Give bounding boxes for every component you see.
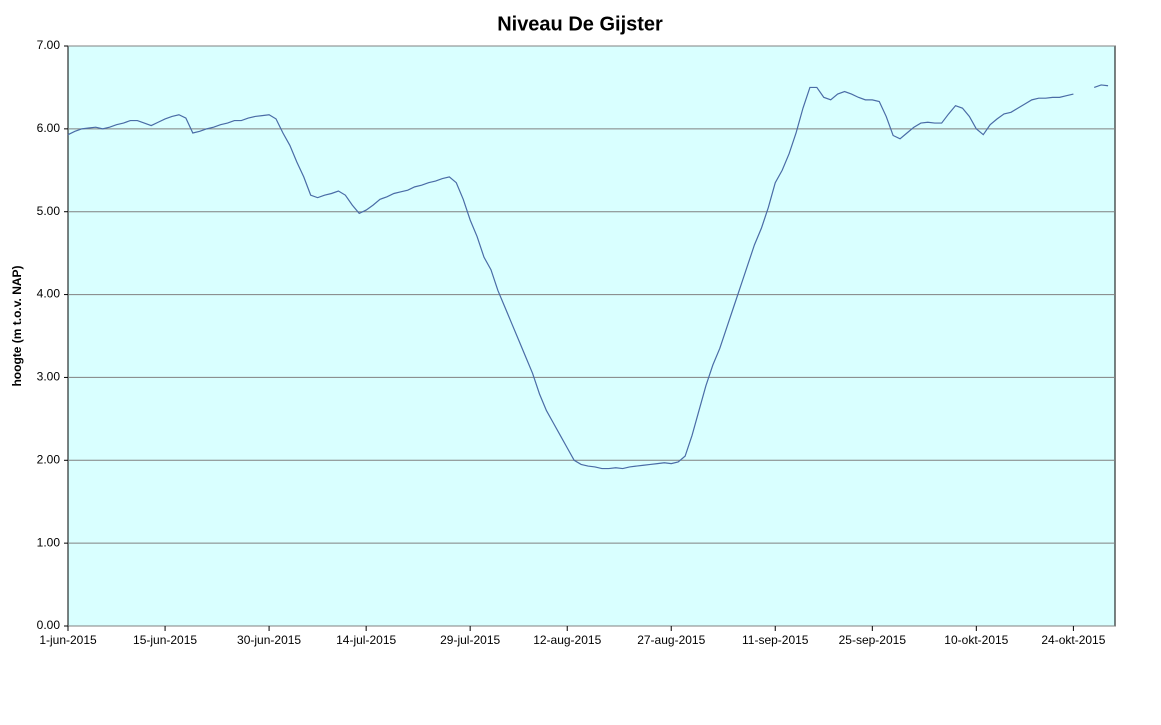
x-tick-label: 30-jun-2015 [237,633,301,647]
y-tick-label: 3.00 [37,370,61,384]
x-tick-label: 14-jul-2015 [336,633,396,647]
x-tick-label: 1-jun-2015 [39,633,97,647]
y-tick-label: 1.00 [37,535,61,549]
x-tick-label: 25-sep-2015 [839,633,907,647]
y-tick-label: 5.00 [37,204,61,218]
y-tick-label: 0.00 [37,618,61,632]
x-tick-label: 11-sep-2015 [742,633,809,647]
y-tick-label: 7.00 [37,38,61,52]
chart-title: Niveau De Gijster [497,13,663,35]
y-tick-label: 4.00 [37,287,61,301]
y-tick-label: 6.00 [37,121,61,135]
x-tick-label: 24-okt-2015 [1041,633,1105,647]
x-tick-label: 29-jul-2015 [440,633,500,647]
x-tick-label: 10-okt-2015 [944,633,1008,647]
data-line [67,84,1109,470]
x-tick-label: 27-aug-2015 [637,633,705,647]
x-tick-label: 15-jun-2015 [133,633,197,647]
plot-area [67,45,1116,627]
y-tick-label: 2.00 [37,452,61,466]
y-axis-label: hoogte (m t.o.v. NAP) [10,265,24,386]
x-tick-label: 12-aug-2015 [533,633,601,647]
